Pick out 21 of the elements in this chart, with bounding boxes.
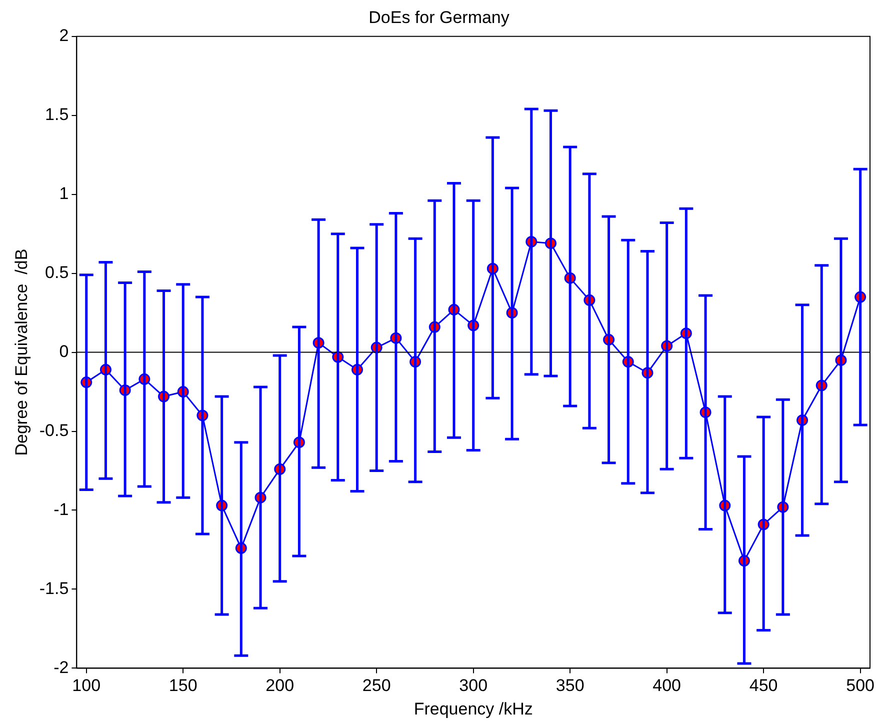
- x-axis-title: Frequency /kHz: [414, 699, 533, 718]
- x-tick-label: 450: [749, 676, 778, 696]
- x-tick-label: 200: [266, 676, 294, 696]
- chart-title: DoEs for Germany: [368, 8, 510, 27]
- x-tick-label: 250: [362, 676, 391, 696]
- x-tick-label: 350: [556, 676, 584, 696]
- y-axis-title: Degree of Equivalence /dB: [12, 248, 31, 456]
- x-tick-label: 400: [652, 676, 682, 696]
- x-tick-label: 300: [459, 676, 488, 696]
- y-tick-label: -2: [54, 658, 69, 677]
- y-tick-label: -1: [54, 500, 69, 519]
- y-tick-label: 1: [59, 184, 69, 204]
- y-tick-label: -1.5: [39, 578, 69, 598]
- x-tick-label: 100: [72, 676, 101, 696]
- y-tick-label: 0: [59, 342, 69, 361]
- y-tick-label: -0.5: [39, 420, 69, 440]
- y-tick-label: 0.5: [45, 263, 69, 282]
- y-tick-label: 1.5: [45, 105, 69, 124]
- y-tick-label: 2: [59, 26, 69, 46]
- x-tick-label: 500: [846, 676, 875, 696]
- x-tick-label: 150: [168, 676, 198, 696]
